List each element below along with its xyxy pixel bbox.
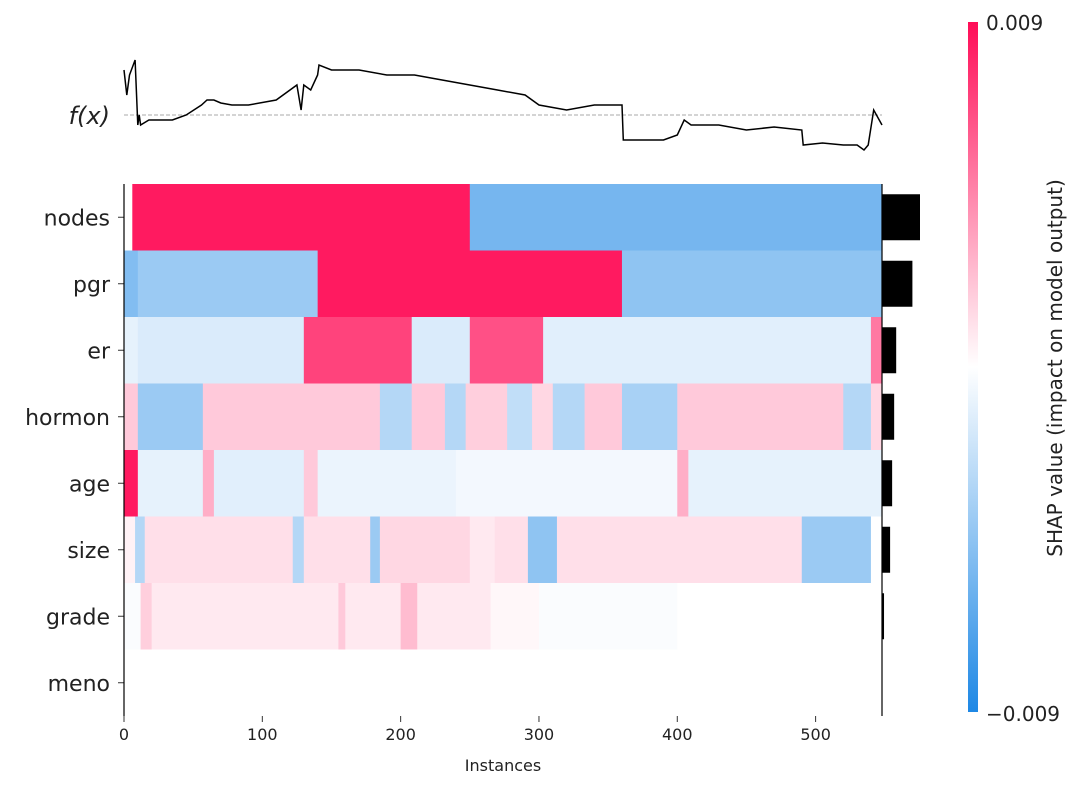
feature-label-nodes: nodes <box>44 206 110 231</box>
heatmap-cell-age <box>137 450 204 517</box>
colorbar-title: SHAP value (impact on model output) <box>1043 179 1067 556</box>
heatmap-cell-size <box>144 516 294 584</box>
heatmap-cell-er <box>870 317 883 384</box>
heatmap <box>124 184 883 717</box>
heatmap-cell-hormon <box>552 383 586 451</box>
heatmap-cell-size <box>370 516 381 584</box>
heatmap-cell-er <box>469 317 544 384</box>
x-axis-label: Instances <box>465 756 541 775</box>
colorbar-bar <box>968 22 978 712</box>
importance-bar-er <box>882 327 897 374</box>
importance-bar-age <box>882 460 893 507</box>
heatmap-cell-er <box>543 317 872 384</box>
heatmap-cell-hormon <box>465 383 508 451</box>
heatmap-cell-grade <box>400 583 418 650</box>
heatmap-cell-er <box>411 317 471 384</box>
fx-label: f(x) <box>69 102 110 130</box>
importance-bar-hormon <box>882 393 895 440</box>
x-axis: 0 100 200 300 400 500 Instances <box>119 184 883 775</box>
heatmap-cell-hormon <box>621 383 678 451</box>
x-tick-label: 200 <box>385 725 416 744</box>
heatmap-cell-grade <box>417 583 492 650</box>
x-tick-label: 400 <box>662 725 693 744</box>
heatmap-cell-grade <box>538 583 678 650</box>
feature-labels: nodes pgr er hormon age size grade meno <box>25 206 124 697</box>
feature-label-hormon: hormon <box>25 406 110 431</box>
importance-bar-pgr <box>882 260 913 307</box>
heatmap-cell-age <box>677 450 689 517</box>
heatmap-cell-hormon <box>843 383 872 451</box>
heatmap-cell-grade <box>140 583 153 650</box>
heatmap-cell-er <box>137 317 305 384</box>
heatmap-cell-size <box>870 516 883 584</box>
colorbar: 0.009 −0.009 SHAP value (impact on model o… <box>968 11 1067 726</box>
importance-bar-nodes <box>882 194 920 241</box>
heatmap-cell-age <box>124 450 139 517</box>
heatmap-cell-hormon <box>137 383 204 451</box>
heatmap-cell-hormon <box>379 383 413 451</box>
x-tick-label: 100 <box>247 725 278 744</box>
heatmap-cell-size <box>303 516 371 584</box>
heatmap-cell-age <box>303 450 319 517</box>
x-tick-label: 300 <box>524 725 555 744</box>
x-tick-label: 500 <box>800 725 831 744</box>
heatmap-cell-grade <box>677 583 883 650</box>
fx-output-panel: f(x) <box>69 59 883 152</box>
heatmap-cell-grade <box>345 583 402 650</box>
feature-label-age: age <box>69 472 110 497</box>
heatmap-cell-nodes <box>124 184 133 251</box>
x-tick-label: 0 <box>119 725 129 744</box>
heatmap-cell-hormon <box>532 383 554 451</box>
heatmap-cell-grade <box>151 583 339 650</box>
feature-label-er: er <box>87 339 111 364</box>
heatmap-cell-hormon <box>507 383 533 451</box>
heatmap-cell-size <box>801 516 872 584</box>
importance-bar-grade <box>882 593 885 640</box>
heatmap-cell-age <box>202 450 215 517</box>
feature-label-meno: meno <box>48 672 110 697</box>
colorbar-max-label: 0.009 <box>986 11 1043 35</box>
heatmap-cell-size <box>469 516 496 584</box>
heatmap-cell-size <box>379 516 471 584</box>
heatmap-cell-pgr <box>124 250 139 318</box>
heatmap-cell-size <box>124 516 136 584</box>
heatmap-cell-grade <box>490 583 540 650</box>
fx-line <box>123 59 883 152</box>
heatmap-cell-hormon <box>870 383 883 451</box>
colorbar-min-label: −0.009 <box>986 702 1060 726</box>
feature-label-grade: grade <box>46 605 110 630</box>
heatmap-cell-hormon <box>124 383 139 451</box>
heatmap-cell-er <box>303 317 413 384</box>
heatmap-cell-hormon <box>584 383 623 451</box>
heatmap-cell-size <box>292 516 305 584</box>
heatmap-cell-grade <box>124 583 142 650</box>
importance-bars <box>882 194 920 640</box>
importance-bar-size <box>882 526 891 573</box>
heatmap-cell-age <box>213 450 305 517</box>
heatmap-cell-hormon <box>444 383 467 451</box>
heatmap-cell-age <box>455 450 678 517</box>
heatmap-cell-er <box>124 317 139 384</box>
heatmap-cell-size <box>494 516 529 584</box>
heatmap-cell-pgr <box>137 250 319 318</box>
heatmap-cell-pgr <box>317 250 623 318</box>
feature-label-size: size <box>67 539 110 564</box>
heatmap-cell-size <box>556 516 803 584</box>
heatmap-cell-hormon <box>677 383 844 451</box>
feature-label-pgr: pgr <box>73 273 111 298</box>
heatmap-cell-grade <box>338 583 346 650</box>
heatmap-cell-nodes <box>132 184 471 251</box>
heatmap-cell-nodes <box>469 184 883 251</box>
heatmap-cell-age <box>688 450 883 517</box>
heatmap-cell-pgr <box>621 250 883 318</box>
heatmap-cell-age <box>317 450 457 517</box>
heatmap-cell-size <box>135 516 146 584</box>
heatmap-cell-size <box>527 516 558 584</box>
heatmap-cell-hormon <box>202 383 381 451</box>
heatmap-cell-hormon <box>411 383 446 451</box>
heatmap-cell-meno <box>124 649 883 717</box>
